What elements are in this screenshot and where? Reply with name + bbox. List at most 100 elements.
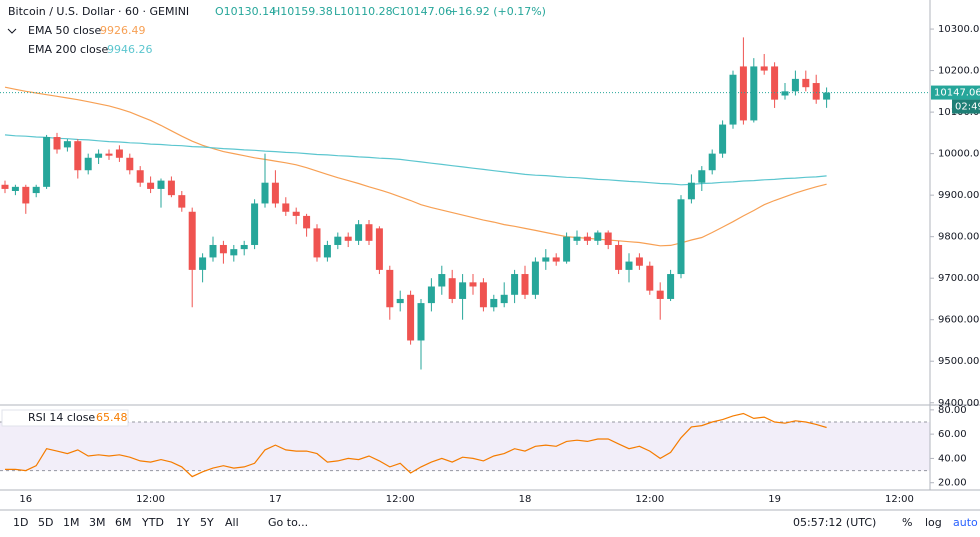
candle-body (687, 182, 695, 200)
candle-body (604, 232, 612, 245)
range-button[interactable]: 3M (89, 516, 106, 529)
symbol: Bitcoin / U.S. Dollar · 60 · GEMINI (8, 5, 189, 18)
candle-body (199, 257, 207, 270)
goto-button[interactable]: Go to... (268, 516, 308, 529)
legend-label[interactable]: EMA 200 close (28, 43, 109, 56)
candle-body (667, 274, 675, 299)
candle-body (251, 203, 259, 245)
candle-body (407, 294, 415, 341)
candle-body (521, 274, 529, 295)
candle-body (115, 149, 123, 158)
y-tick-label: 9800.00 (938, 232, 979, 243)
candle-body (188, 211, 196, 270)
candle-body (375, 228, 383, 270)
candle-body (729, 74, 737, 125)
candle-body (313, 228, 321, 258)
y-tick-label: 10300.00 (938, 24, 980, 35)
rsi-pane (0, 405, 930, 490)
candle-body (500, 294, 508, 304)
x-tick-label: 12:00 (136, 494, 165, 505)
legend-label[interactable]: RSI 14 close (28, 411, 95, 424)
candle-body (11, 186, 19, 191)
candle-body (490, 298, 498, 308)
range-button[interactable]: All (225, 516, 239, 529)
candle-body (136, 170, 144, 183)
candle-body (292, 211, 300, 216)
rsi-line (5, 412, 827, 478)
plot (0, 37, 930, 478)
candle-body (698, 170, 706, 183)
range-button[interactable]: YTD (141, 516, 164, 529)
candle-body (708, 153, 716, 171)
legend-label[interactable]: EMA 50 close (28, 24, 102, 37)
candle-body (209, 244, 217, 258)
legend-value: 65.48 (96, 411, 128, 424)
candle-body (531, 261, 539, 295)
range-button[interactable]: 5Y (200, 516, 214, 529)
candle-body (261, 182, 269, 204)
candle-body (219, 244, 227, 254)
candle-body (771, 66, 779, 100)
x-tick-label: 18 (519, 494, 532, 505)
x-tick-label: 12:00 (386, 494, 415, 505)
candle-body (240, 244, 248, 250)
y-tick-label: 9400.00 (938, 398, 979, 409)
auto-toggle[interactable]: auto (953, 516, 978, 529)
range-button[interactable]: 5D (38, 516, 53, 529)
toolbar: Go to... 05:57:12 (UTC) % log auto 1D 5D 1… (13, 516, 978, 529)
x-tick-label: 12:00 (635, 494, 664, 505)
x-tick-label: 12:00 (885, 494, 914, 505)
candle-body (469, 282, 477, 287)
close-value: C10147.06 (392, 5, 452, 18)
candle-body (365, 224, 373, 241)
y-tick-label: 80.00 (938, 405, 967, 416)
range-button[interactable]: 1M (63, 516, 80, 529)
candle-body (178, 195, 186, 208)
percent-toggle[interactable]: % (902, 516, 912, 529)
candle-body (344, 236, 352, 241)
y-tick-label: 60.00 (938, 429, 967, 440)
collapse-arrow[interactable] (7, 28, 17, 34)
last-price: 10147.06 (934, 88, 980, 99)
candle-body (126, 157, 134, 171)
candle-body (791, 78, 799, 92)
y-tick-label: 9500.00 (938, 356, 979, 367)
y-tick-label: 20.00 (938, 478, 967, 489)
candle-body (646, 265, 654, 291)
candle-body (677, 199, 685, 275)
last-price-badge (931, 85, 980, 100)
candle-body (625, 261, 633, 270)
candle-body (63, 141, 71, 148)
candle-body (147, 182, 155, 189)
candle-body (84, 157, 92, 171)
candle-body (355, 224, 363, 241)
candle-body (739, 66, 747, 121)
range-button[interactable]: 1Y (176, 516, 190, 529)
candle-body (594, 232, 602, 241)
range-button[interactable]: 1D (13, 516, 28, 529)
candle-body (22, 186, 30, 204)
candle-body (583, 236, 591, 241)
candle-body (823, 92, 831, 100)
candle-body (781, 91, 789, 96)
candle-body (573, 236, 581, 241)
candle-body (719, 124, 727, 154)
log-toggle[interactable]: log (925, 516, 942, 529)
x-tick-label: 19 (768, 494, 781, 505)
y-tick-label: 10200.00 (938, 66, 980, 77)
candle-body (542, 257, 550, 262)
candle-body (386, 269, 394, 308)
candle-body (323, 244, 331, 258)
high-value: H10159.38 (272, 5, 333, 18)
rsi-legend-box (1, 409, 129, 427)
clock: 05:57:12 (UTC) (793, 516, 876, 529)
candle-body (157, 180, 165, 189)
candle-body (282, 203, 290, 212)
candle-body (552, 257, 560, 262)
candle-body (271, 182, 279, 204)
range-button[interactable]: 6M (115, 516, 132, 529)
candle-body (448, 278, 456, 299)
rsi-band-group (0, 421, 930, 472)
